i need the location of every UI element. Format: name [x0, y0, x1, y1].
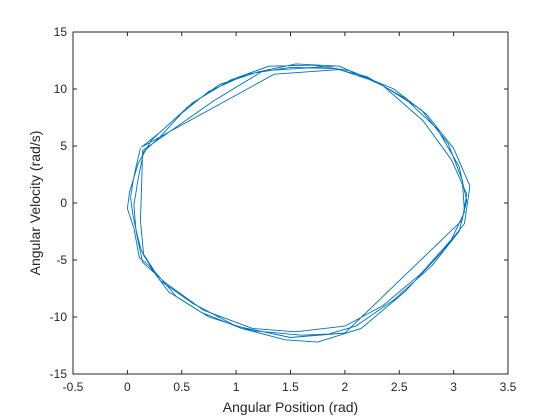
- x-axis-label: Angular Position (rad): [223, 399, 358, 415]
- y-axis: -15 -10 -5 0 5 10 15: [50, 25, 508, 381]
- x-tick-label: 2.5: [391, 380, 408, 394]
- x-axis: -0.5 0 0.5 1 1.5 2 2.5 3 3.5: [63, 32, 517, 394]
- y-tick-label: -5: [56, 253, 67, 267]
- x-tick-label: 1.5: [282, 380, 299, 394]
- x-tick-label: 2: [342, 380, 349, 394]
- y-tick-label: 10: [54, 82, 68, 96]
- x-tick-label: 1: [233, 380, 240, 394]
- x-tick-label: 3: [450, 380, 457, 394]
- x-tick-label: 3.5: [500, 380, 517, 394]
- y-axis-label: Angular Velocity (rad/s): [27, 131, 43, 276]
- y-tick-label: 5: [60, 139, 67, 153]
- y-tick-label: -10: [50, 310, 68, 324]
- x-tick-label: 0.5: [173, 380, 190, 394]
- data-layer: [126, 63, 471, 343]
- x-tick-label: 0: [124, 380, 131, 394]
- x-tick-label: -0.5: [63, 380, 84, 394]
- y-tick-label: -15: [50, 367, 68, 381]
- y-tick-label: 15: [54, 25, 68, 39]
- y-tick-label: 0: [60, 196, 67, 210]
- series-line: [126, 63, 471, 343]
- plot-area: [73, 32, 508, 374]
